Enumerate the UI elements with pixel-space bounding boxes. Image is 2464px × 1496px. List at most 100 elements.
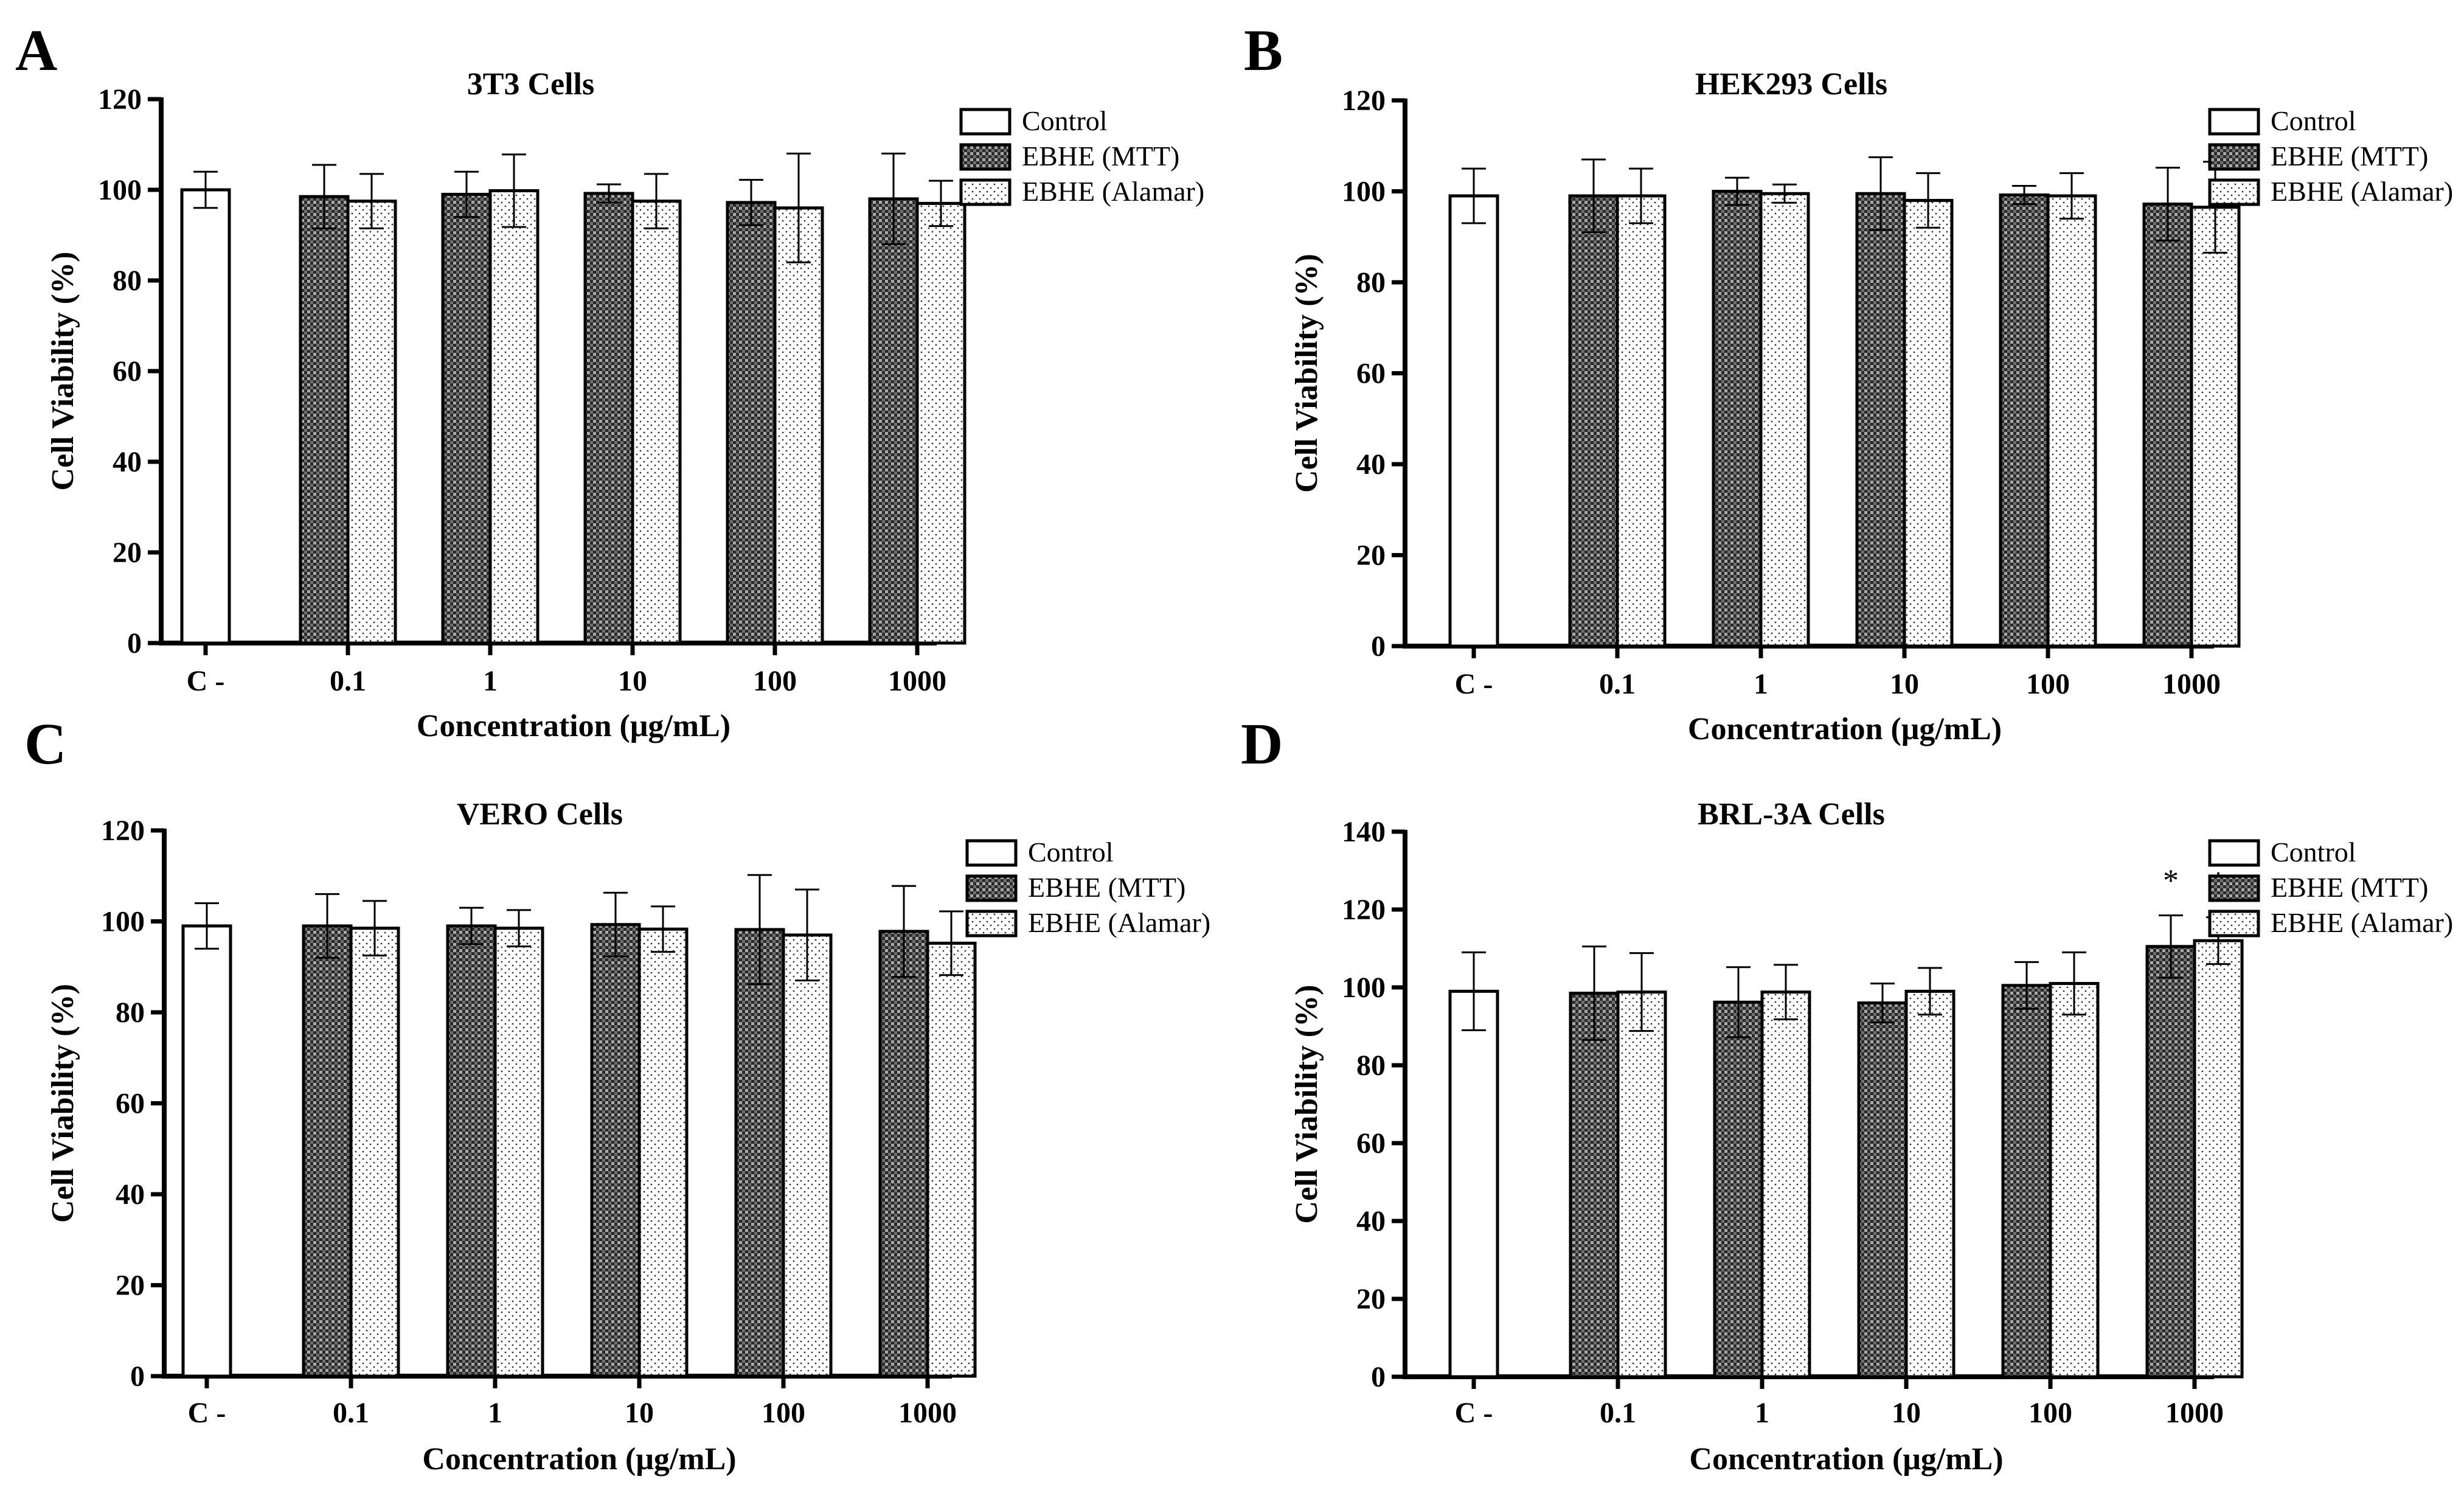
legend-swatch-mtt [965,874,1018,902]
bar [1713,1000,1764,1379]
panel-letter: A [15,18,57,83]
x-tick-label: 100 [2028,1397,2072,1429]
x-tick-label: 1000 [2165,1397,2224,1429]
y-axis-label: Cell Viability (%) [46,984,80,1223]
x-tick-label: C - [187,665,225,697]
bar [868,197,919,645]
y-tick-label: 120 [98,83,142,116]
y-tick-label: 40 [116,1178,145,1211]
y-tick-label: 80 [1356,266,1386,299]
legend-label: Control [1022,105,1108,136]
bar [631,200,682,645]
bar [590,923,641,1378]
x-tick-label: 10 [1892,1397,1921,1429]
bar [878,930,929,1378]
panel-letter: D [1241,711,1283,776]
bar [2046,194,2097,648]
bar [2142,202,2193,648]
x-tick-label: 1 [483,665,498,697]
bar [2049,982,2100,1379]
y-tick-label: 140 [1342,816,1386,848]
x-tick-label: 1000 [2162,668,2221,700]
y-tick-label: 40 [1356,1205,1386,1237]
x-tick-label: 1000 [898,1397,957,1429]
legend-label: EBHE (MTT) [2271,141,2428,172]
bar [1615,194,1667,648]
x-axis-label: Concentration (μg/mL) [1688,712,2002,746]
x-tick-label: 1 [1754,668,1768,700]
x-tick-label: 0.1 [1600,1397,1636,1429]
bar [583,192,634,645]
legend-label: EBHE (MTT) [2271,872,2428,903]
y-tick-label: 100 [1342,176,1386,208]
chart-title: BRL-3A Cells [1698,797,1885,832]
chart-panel-c: C VERO Cells Cell Viability (%) Concentrati… [24,711,1210,1477]
x-tick-label: C - [188,1397,226,1429]
bar [915,201,967,645]
y-axis-label: Cell Viability (%) [1289,254,1324,493]
bar [2001,984,2052,1379]
y-tick-label: 120 [1342,894,1386,926]
legend-label: EBHE (Alamar) [1028,907,1210,938]
x-tick-label: 1 [488,1397,502,1429]
legend-swatch-alamar [959,178,1012,206]
bar [1903,198,1954,648]
y-tick-label: 20 [116,1270,145,1302]
bar [2193,939,2244,1379]
bar [1569,992,1620,1379]
x-tick-label: 100 [753,665,797,697]
y-tick-label: 100 [1342,972,1386,1004]
bar [637,927,689,1378]
x-tick-label: 1000 [888,665,946,697]
y-tick-label: 80 [116,997,145,1029]
bar [446,924,497,1378]
chart-title: VERO Cells [457,797,623,832]
legend-label: Control [2271,105,2356,136]
legend-swatch-control [2208,839,2260,867]
y-tick-label: 60 [1356,358,1386,390]
bar [493,927,544,1378]
bar [488,189,540,645]
legend-swatch-alamar [965,910,1018,938]
x-tick-label: C - [1455,668,1493,700]
bar [346,200,397,645]
y-tick-label: 20 [1356,540,1386,572]
y-tick-label: 80 [1356,1049,1386,1082]
x-axis-label: Concentration (μg/mL) [422,1442,736,1477]
y-tick-label: 60 [116,1088,145,1120]
legend-label: EBHE (Alamar) [1022,176,1204,207]
chart-title: 3T3 Cells [467,67,594,102]
legend-swatch-control [2208,108,2260,136]
chart-panel-b: B HEK293 Cells Cell Viability (%) Concentra… [1244,18,2453,746]
x-axis-label: Concentration (μg/mL) [1689,1442,2003,1477]
x-tick-label: 0.1 [333,1397,369,1429]
legend-label: Control [1028,837,1114,868]
y-tick-label: 20 [113,537,142,569]
x-tick-label: 0.1 [1599,668,1636,700]
y-tick-label: 120 [101,815,145,847]
bar [1616,990,1667,1379]
bar [1904,989,1956,1379]
legend-label: EBHE (MTT) [1022,141,1179,172]
x-tick-label: 100 [2026,668,2070,700]
legend-label: EBHE (Alamar) [2271,176,2453,207]
chart-panel-a: A 3T3 Cells Cell Viability (%) Concentratio… [15,18,1204,743]
bar [926,941,977,1378]
y-tick-label: 0 [127,627,142,659]
bar [1568,194,1619,648]
bar [1448,194,1499,648]
legend-label: EBHE (Alamar) [2271,907,2453,938]
legend-swatch-alamar [2208,178,2260,206]
panel-letter: B [1244,18,1283,83]
bar [1448,989,1499,1379]
legend-label: Control [2271,837,2356,868]
bar [1999,193,2050,648]
bar [1760,990,1811,1379]
x-tick-label: 10 [625,1397,654,1429]
y-tick-label: 0 [130,1360,145,1393]
panel-letter: C [24,711,66,776]
legend-swatch-mtt [2208,143,2260,171]
y-tick-label: 20 [1356,1283,1386,1315]
y-tick-label: 60 [113,355,142,388]
x-tick-label: 10 [1890,668,1919,700]
